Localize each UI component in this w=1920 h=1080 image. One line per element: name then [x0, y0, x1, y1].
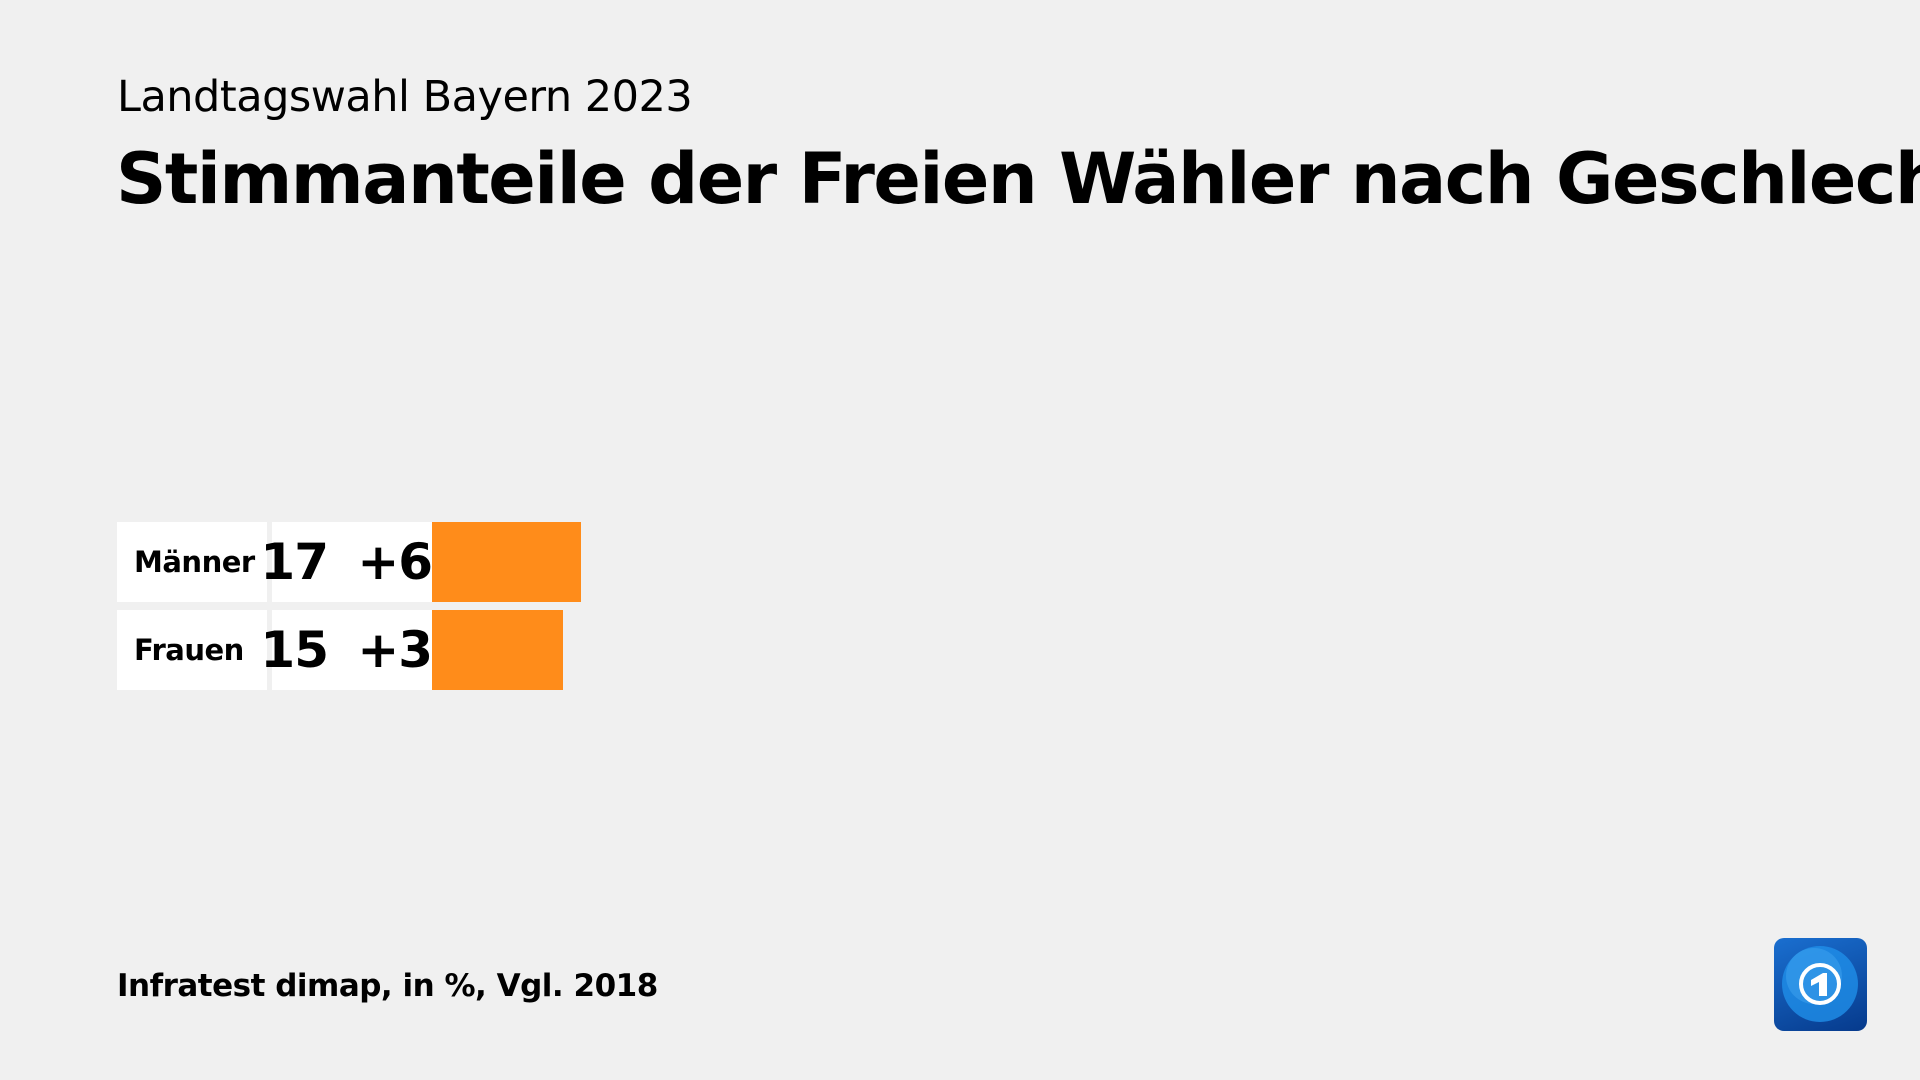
- tagesschau-logo-icon: [1774, 938, 1867, 1031]
- chart-subtitle: Landtagswahl Bayern 2023: [117, 72, 693, 122]
- category-label: Frauen: [117, 610, 267, 690]
- value-label: 15: [260, 621, 329, 679]
- change-label: +3: [357, 621, 433, 679]
- change-label: +6: [357, 533, 433, 591]
- value-cell: 17 +6: [260, 522, 433, 602]
- chart-title: Stimmanteile der Freien Wähler nach Gesc…: [116, 138, 1920, 220]
- bar: [432, 522, 581, 602]
- category-label: Männer: [117, 522, 267, 602]
- value-label: 17: [260, 533, 329, 591]
- bar: [432, 610, 564, 690]
- value-cell: 15 +3: [260, 610, 433, 690]
- source-note: Infratest dimap, in %, Vgl. 2018: [117, 968, 658, 1004]
